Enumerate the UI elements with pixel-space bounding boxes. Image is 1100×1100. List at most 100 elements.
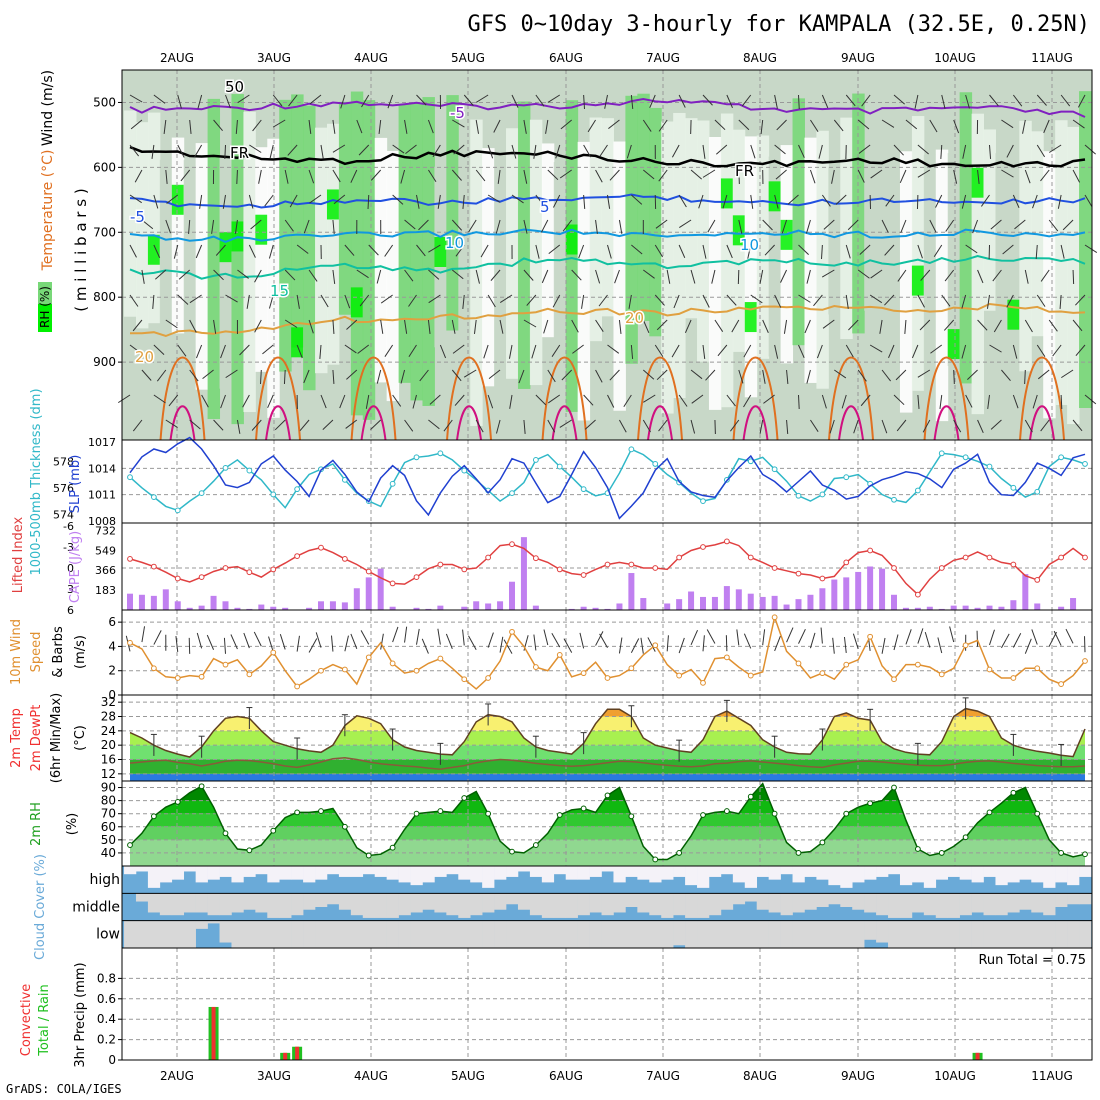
wind-barb	[924, 631, 931, 648]
wind-barb	[899, 169, 907, 183]
wind-barb	[358, 144, 370, 156]
wind-barb	[392, 144, 405, 154]
wind-barb	[832, 637, 835, 654]
wind-speed-point	[676, 672, 683, 679]
rh-point	[365, 852, 372, 859]
cloud-cell	[398, 893, 411, 916]
thickness-tick: 574	[53, 508, 74, 521]
cloud-cell	[947, 893, 960, 918]
cloud-cell	[541, 920, 555, 948]
wind-barb	[578, 244, 585, 259]
cloud-cell	[517, 893, 531, 910]
wind-speed-point	[891, 676, 897, 683]
temp-bands	[130, 708, 1085, 781]
cloud-cell	[816, 893, 829, 907]
wind-barb	[462, 629, 465, 646]
wind-barb	[540, 219, 549, 233]
wind-barb	[468, 219, 477, 233]
wind-barb	[870, 169, 883, 179]
wind-barb	[884, 244, 895, 256]
near-surface-contour	[255, 356, 302, 441]
wind-barb	[235, 119, 238, 134]
wind-barb	[451, 319, 456, 334]
lifted-index-point	[413, 574, 420, 580]
cloud-cell	[911, 920, 925, 948]
cloud-cell	[708, 866, 722, 877]
wind-barb	[279, 634, 286, 650]
cloud-cell	[661, 920, 674, 948]
wind-barb	[1036, 344, 1046, 357]
date-label-bottom: 5AUG	[451, 1069, 485, 1083]
wind-barb	[987, 394, 990, 409]
date-label-bottom: 8AUG	[743, 1069, 777, 1083]
cloud-cell	[565, 920, 578, 948]
cloud-cell	[159, 866, 173, 883]
wind-barb	[972, 219, 979, 234]
wind-barb	[308, 638, 318, 653]
wind-barb	[607, 244, 612, 259]
cloud-cell	[458, 893, 471, 918]
cloud-cell	[601, 893, 614, 916]
cloud-cell	[995, 893, 1008, 916]
wind-speed-point	[318, 667, 324, 674]
wind-barb	[350, 633, 358, 650]
cloud-cell	[756, 920, 769, 948]
wind-barb	[626, 144, 632, 159]
cloud-cell	[804, 893, 817, 910]
cloud-cell	[792, 893, 805, 913]
rh-cell	[685, 118, 698, 319]
wind-barb	[1012, 194, 1020, 209]
wind-barb	[953, 369, 955, 385]
wind-barb	[268, 294, 274, 309]
wind-barb	[945, 219, 955, 232]
temp-tick: 12	[101, 767, 116, 781]
lifted-index-point	[914, 591, 921, 598]
rh-point	[628, 813, 635, 820]
thickness-point	[843, 474, 850, 481]
cloud-cell	[291, 893, 304, 916]
pressure-tick: 800	[93, 290, 116, 304]
wind-barb	[1072, 119, 1085, 129]
cloud-cell	[923, 920, 937, 948]
rh-point	[843, 810, 850, 817]
wind-barb	[421, 638, 429, 654]
wind-barb	[225, 94, 231, 109]
rh-cell-high	[171, 184, 184, 215]
wind-barb	[642, 119, 652, 132]
wind-barb	[1000, 633, 1010, 649]
rh-cell	[637, 93, 650, 321]
lifted-index-point	[723, 538, 730, 545]
rh-point	[580, 805, 587, 812]
rh-cell-high	[147, 234, 160, 265]
rh-point	[294, 809, 301, 816]
cloud-cell	[708, 893, 722, 916]
rh-cell-high	[219, 232, 232, 263]
wind-barb	[508, 344, 513, 359]
wind-barb	[201, 394, 209, 408]
lifted-index-point	[127, 556, 133, 562]
cloud-cell	[362, 920, 376, 948]
lifted-index-point	[150, 563, 157, 570]
wind-barb	[370, 169, 382, 181]
wind-barb	[893, 144, 904, 156]
cloud-cell	[159, 893, 173, 916]
wind-barb	[989, 144, 992, 159]
wind-barb	[933, 244, 943, 258]
lifted-index-point	[580, 572, 587, 578]
cloud-cell	[685, 893, 698, 918]
wind-barb	[250, 219, 262, 230]
rh-cell-high	[350, 287, 363, 318]
cloud-cell	[971, 866, 984, 883]
wind-speed-point	[389, 660, 396, 667]
wind-barb	[468, 635, 477, 651]
rh-cell	[517, 101, 531, 389]
wind-barb	[798, 628, 806, 644]
cloud-cell	[577, 920, 590, 948]
wind-tick: 2	[108, 664, 116, 678]
lifted-index-point	[747, 554, 754, 561]
rh-cell	[888, 155, 901, 392]
cloud-cell	[147, 866, 161, 888]
near-surface-contour	[828, 356, 875, 441]
cloud-cell	[828, 920, 841, 948]
